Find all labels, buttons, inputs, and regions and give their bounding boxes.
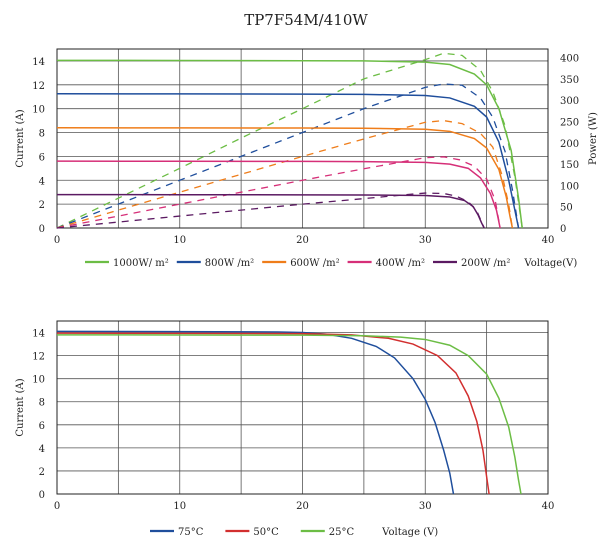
y-tick-label: 8 xyxy=(39,129,45,140)
y-tick-label: 8 xyxy=(39,398,45,409)
legend-label-5: 200W /m² xyxy=(461,258,510,269)
x-tick-label: 20 xyxy=(296,501,309,512)
x-tick-label: 40 xyxy=(542,235,555,246)
legend-label-3: 600W /m² xyxy=(290,258,339,269)
y-tick-label: 10 xyxy=(32,105,45,116)
iv-curve-series-2 xyxy=(56,332,490,495)
y-tick-label: 2 xyxy=(39,200,45,211)
y2-tick-label: 400 xyxy=(560,54,579,65)
x-tick-label: 0 xyxy=(54,235,60,246)
chart-panel-2: 0 10 20 30 40 0 2 4 6 8 10 12 14 Current (A) 75°C 50°C 2… xyxy=(15,320,555,538)
y-tick-label: 12 xyxy=(32,352,45,363)
legend-label-2: 800W /m² xyxy=(205,258,254,269)
iv-curve-series-5 xyxy=(56,193,485,229)
y-tick-label: 0 xyxy=(39,224,45,235)
y-tick-label: 0 xyxy=(39,490,45,501)
x-tick-label: 30 xyxy=(419,501,432,512)
y2-tick-label: 50 xyxy=(560,203,573,214)
plot-frame xyxy=(56,48,549,229)
iv-curve-series-1 xyxy=(56,59,523,229)
iv-curve-series-3 xyxy=(56,127,514,229)
y-tick-label: 14 xyxy=(32,57,45,68)
pv-curve-series-4 xyxy=(56,156,501,229)
y-tick-label: 2 xyxy=(39,467,45,478)
legend-label-4: 400W /m² xyxy=(376,258,425,269)
y-tick-label: 12 xyxy=(32,81,45,92)
legend-label-1: 75°C xyxy=(178,527,204,538)
chart-legend: 1000W/ m² 800W /m² 600W /m² 400W /m² 200W /m… xyxy=(85,258,577,269)
y-tick-label: 4 xyxy=(39,176,45,187)
pv-curve-series-5 xyxy=(56,192,485,229)
iv-curve-series-3 xyxy=(56,334,522,495)
chart-panel-1: 0 10 20 30 400246810121405010015020025030035… xyxy=(15,48,599,269)
plot-frame xyxy=(56,320,549,495)
y2-tick-label: 0 xyxy=(560,224,566,235)
x-axis-label: Voltage(V) xyxy=(523,258,577,269)
chart-legend: 75°C 50°C 25°C Voltage (V) xyxy=(150,527,438,538)
legend-label-2: 50°C xyxy=(253,527,279,538)
x-tick-label: 0 xyxy=(54,501,60,512)
y2-tick-label: 150 xyxy=(560,160,579,171)
x-tick-label: 30 xyxy=(419,235,432,246)
x-tick-label: 10 xyxy=(173,501,186,512)
y2-tick-label: 100 xyxy=(560,181,579,192)
pv-curve-series-3 xyxy=(56,119,514,229)
y-tick-label: 10 xyxy=(32,375,45,386)
y-axis-label: Current (A) xyxy=(15,109,26,167)
iv-curve-series-2 xyxy=(56,93,520,229)
legend-label-1: 1000W/ m² xyxy=(113,258,169,269)
x-tick-label: 20 xyxy=(296,235,309,246)
iv-curve-series-1 xyxy=(56,330,455,495)
pv-curve-series-2 xyxy=(56,83,520,229)
x-tick-label: 40 xyxy=(542,501,555,512)
y-tick-label: 4 xyxy=(39,444,45,455)
y-tick-label: 6 xyxy=(39,421,45,432)
y-axis-label: Current (A) xyxy=(15,378,26,436)
y2-tick-label: 350 xyxy=(560,75,579,86)
iv-curve-series-4 xyxy=(56,160,501,229)
y-tick-label: 6 xyxy=(39,152,45,163)
y-tick-label: 14 xyxy=(32,329,45,340)
chart-title: TP7F54M/410W xyxy=(244,11,368,29)
pv-curve-series-1 xyxy=(56,52,523,229)
legend-label-3: 25°C xyxy=(329,527,355,538)
y2-tick-label: 200 xyxy=(560,139,579,150)
y2-tick-label: 300 xyxy=(560,96,579,107)
y2-axis-label: Power (W) xyxy=(588,112,599,165)
x-axis-label: Voltage (V) xyxy=(381,527,438,538)
x-tick-label: 10 xyxy=(173,235,186,246)
y2-tick-label: 250 xyxy=(560,117,579,128)
